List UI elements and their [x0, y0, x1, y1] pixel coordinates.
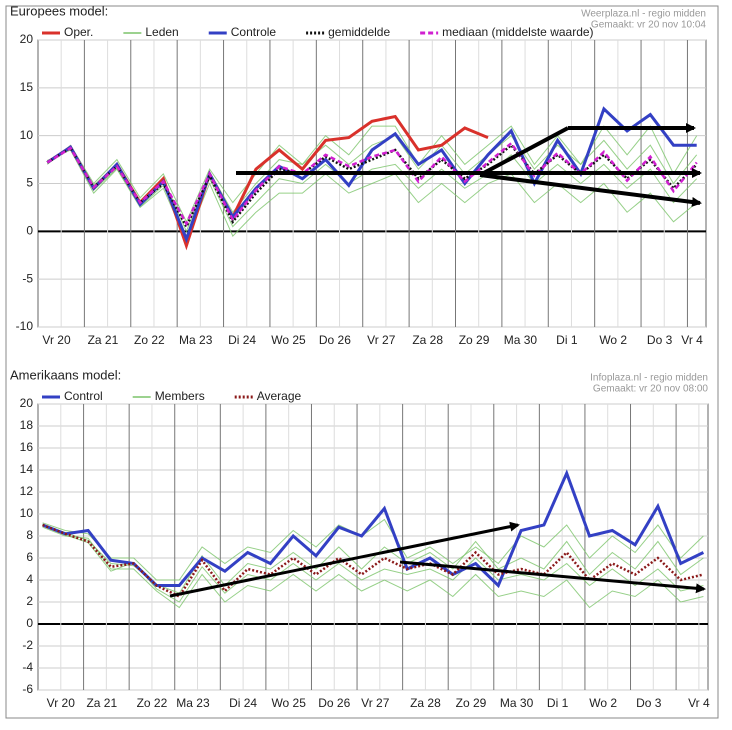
x-tick-label: Vr 20 — [47, 696, 76, 710]
x-tick-label: Za 28 — [412, 333, 443, 347]
y-tick-label: 10 — [20, 506, 34, 520]
plot-area — [37, 403, 709, 691]
legend-label: Control — [64, 389, 103, 403]
y-tick-label: 20 — [20, 32, 34, 46]
x-tick-label: Wo 25 — [271, 333, 306, 347]
source: Infoplaza.nl - regio midden — [590, 373, 708, 384]
y-tick-label: -2 — [22, 638, 33, 652]
x-tick-label: Di 1 — [547, 696, 569, 710]
chart-title: Amerikaans model: — [10, 367, 121, 382]
legend-label: Leden — [145, 25, 178, 39]
y-tick-label: 10 — [20, 128, 34, 142]
y-tick-label: 12 — [20, 484, 34, 498]
legend-label: Members — [155, 389, 205, 403]
legend-label: Oper. — [64, 25, 93, 39]
frame — [5, 5, 719, 719]
annotation-arrows — [169, 521, 706, 598]
annotation-arrows — [236, 123, 702, 207]
member-line — [42, 523, 704, 603]
x-tick-label: Di 24 — [229, 696, 257, 710]
y-tick-label: 5 — [26, 176, 33, 190]
created: Gemaakt: vr 20 nov 08:00 — [593, 384, 709, 395]
x-tick-label: Wo 2 — [599, 333, 627, 347]
y-tick-label: 8 — [26, 528, 33, 542]
legend-label: Controle — [231, 25, 277, 39]
x-tick-label: Di 24 — [228, 333, 256, 347]
y-tick-label: 20 — [20, 396, 34, 410]
x-tick-label: Zo 22 — [137, 696, 168, 710]
y-tick-label: 18 — [20, 418, 34, 432]
x-tick-label: Vr 4 — [681, 333, 703, 347]
y-tick-label: 16 — [20, 440, 34, 454]
x-tick-label: Ma 23 — [176, 696, 210, 710]
chart-panel: Amerikaans model: Infoplaza.nl - regio mi… — [10, 367, 710, 710]
x-tick-label: Ma 30 — [504, 333, 538, 347]
source: Weerplaza.nl - regio midden — [581, 9, 706, 20]
y-tick-label: -4 — [22, 660, 33, 674]
x-tick-label: Vr 20 — [42, 333, 71, 347]
x-tick-label: Vr 4 — [688, 696, 710, 710]
y-tick-label: 6 — [26, 550, 33, 564]
x-tick-label: Ma 23 — [179, 333, 213, 347]
x-tick-label: Za 21 — [88, 333, 119, 347]
member-line — [47, 148, 698, 238]
y-tick-label: 2 — [26, 594, 33, 608]
y-tick-label: 0 — [26, 224, 33, 238]
y-tick-label: -10 — [16, 319, 34, 333]
x-tick-label: Di 1 — [556, 333, 578, 347]
series-line — [46, 106, 697, 244]
series-line — [42, 469, 705, 589]
x-tick-label: Vr 27 — [361, 696, 390, 710]
x-tick-label: Do 3 — [647, 333, 673, 347]
x-tick-label: Wo 2 — [589, 696, 617, 710]
y-tick-label: 14 — [20, 462, 34, 476]
chart-panel: Europees model: Weerplaza.nl - regio midd… — [10, 3, 707, 347]
y-tick-label: 15 — [20, 80, 34, 94]
x-tick-label: Za 21 — [86, 696, 117, 710]
member-line — [42, 518, 704, 581]
legend-label: gemiddelde — [328, 25, 390, 39]
arrow — [169, 521, 520, 598]
x-tick-label: Zo 29 — [456, 696, 487, 710]
member-line — [42, 526, 704, 609]
x-tick-label: Wo 25 — [271, 696, 306, 710]
chart-title: Europees model: — [10, 3, 108, 18]
x-tick-label: Do 26 — [319, 333, 351, 347]
y-tick-label: -6 — [22, 682, 33, 696]
arrow — [479, 126, 569, 177]
legend-label: mediaan (middelste waarde) — [442, 25, 593, 39]
arrow — [399, 560, 706, 594]
member-line — [47, 149, 698, 243]
y-tick-label: -5 — [22, 271, 33, 285]
x-tick-label: Za 28 — [410, 696, 441, 710]
x-tick-label: Vr 27 — [367, 333, 396, 347]
x-tick-label: Zo 22 — [134, 333, 165, 347]
series-line — [42, 523, 704, 599]
legend-label: Average — [257, 389, 302, 403]
x-tick-label: Ma 30 — [500, 696, 534, 710]
x-tick-label: Zo 29 — [459, 333, 490, 347]
x-tick-label: Do 26 — [318, 696, 350, 710]
x-tick-label: Do 3 — [636, 696, 662, 710]
y-tick-label: 4 — [26, 572, 33, 586]
arrow — [479, 173, 702, 207]
y-tick-label: 0 — [26, 616, 33, 630]
created: Gemaakt: vr 20 nov 10:04 — [591, 20, 707, 31]
series-line — [46, 141, 698, 227]
